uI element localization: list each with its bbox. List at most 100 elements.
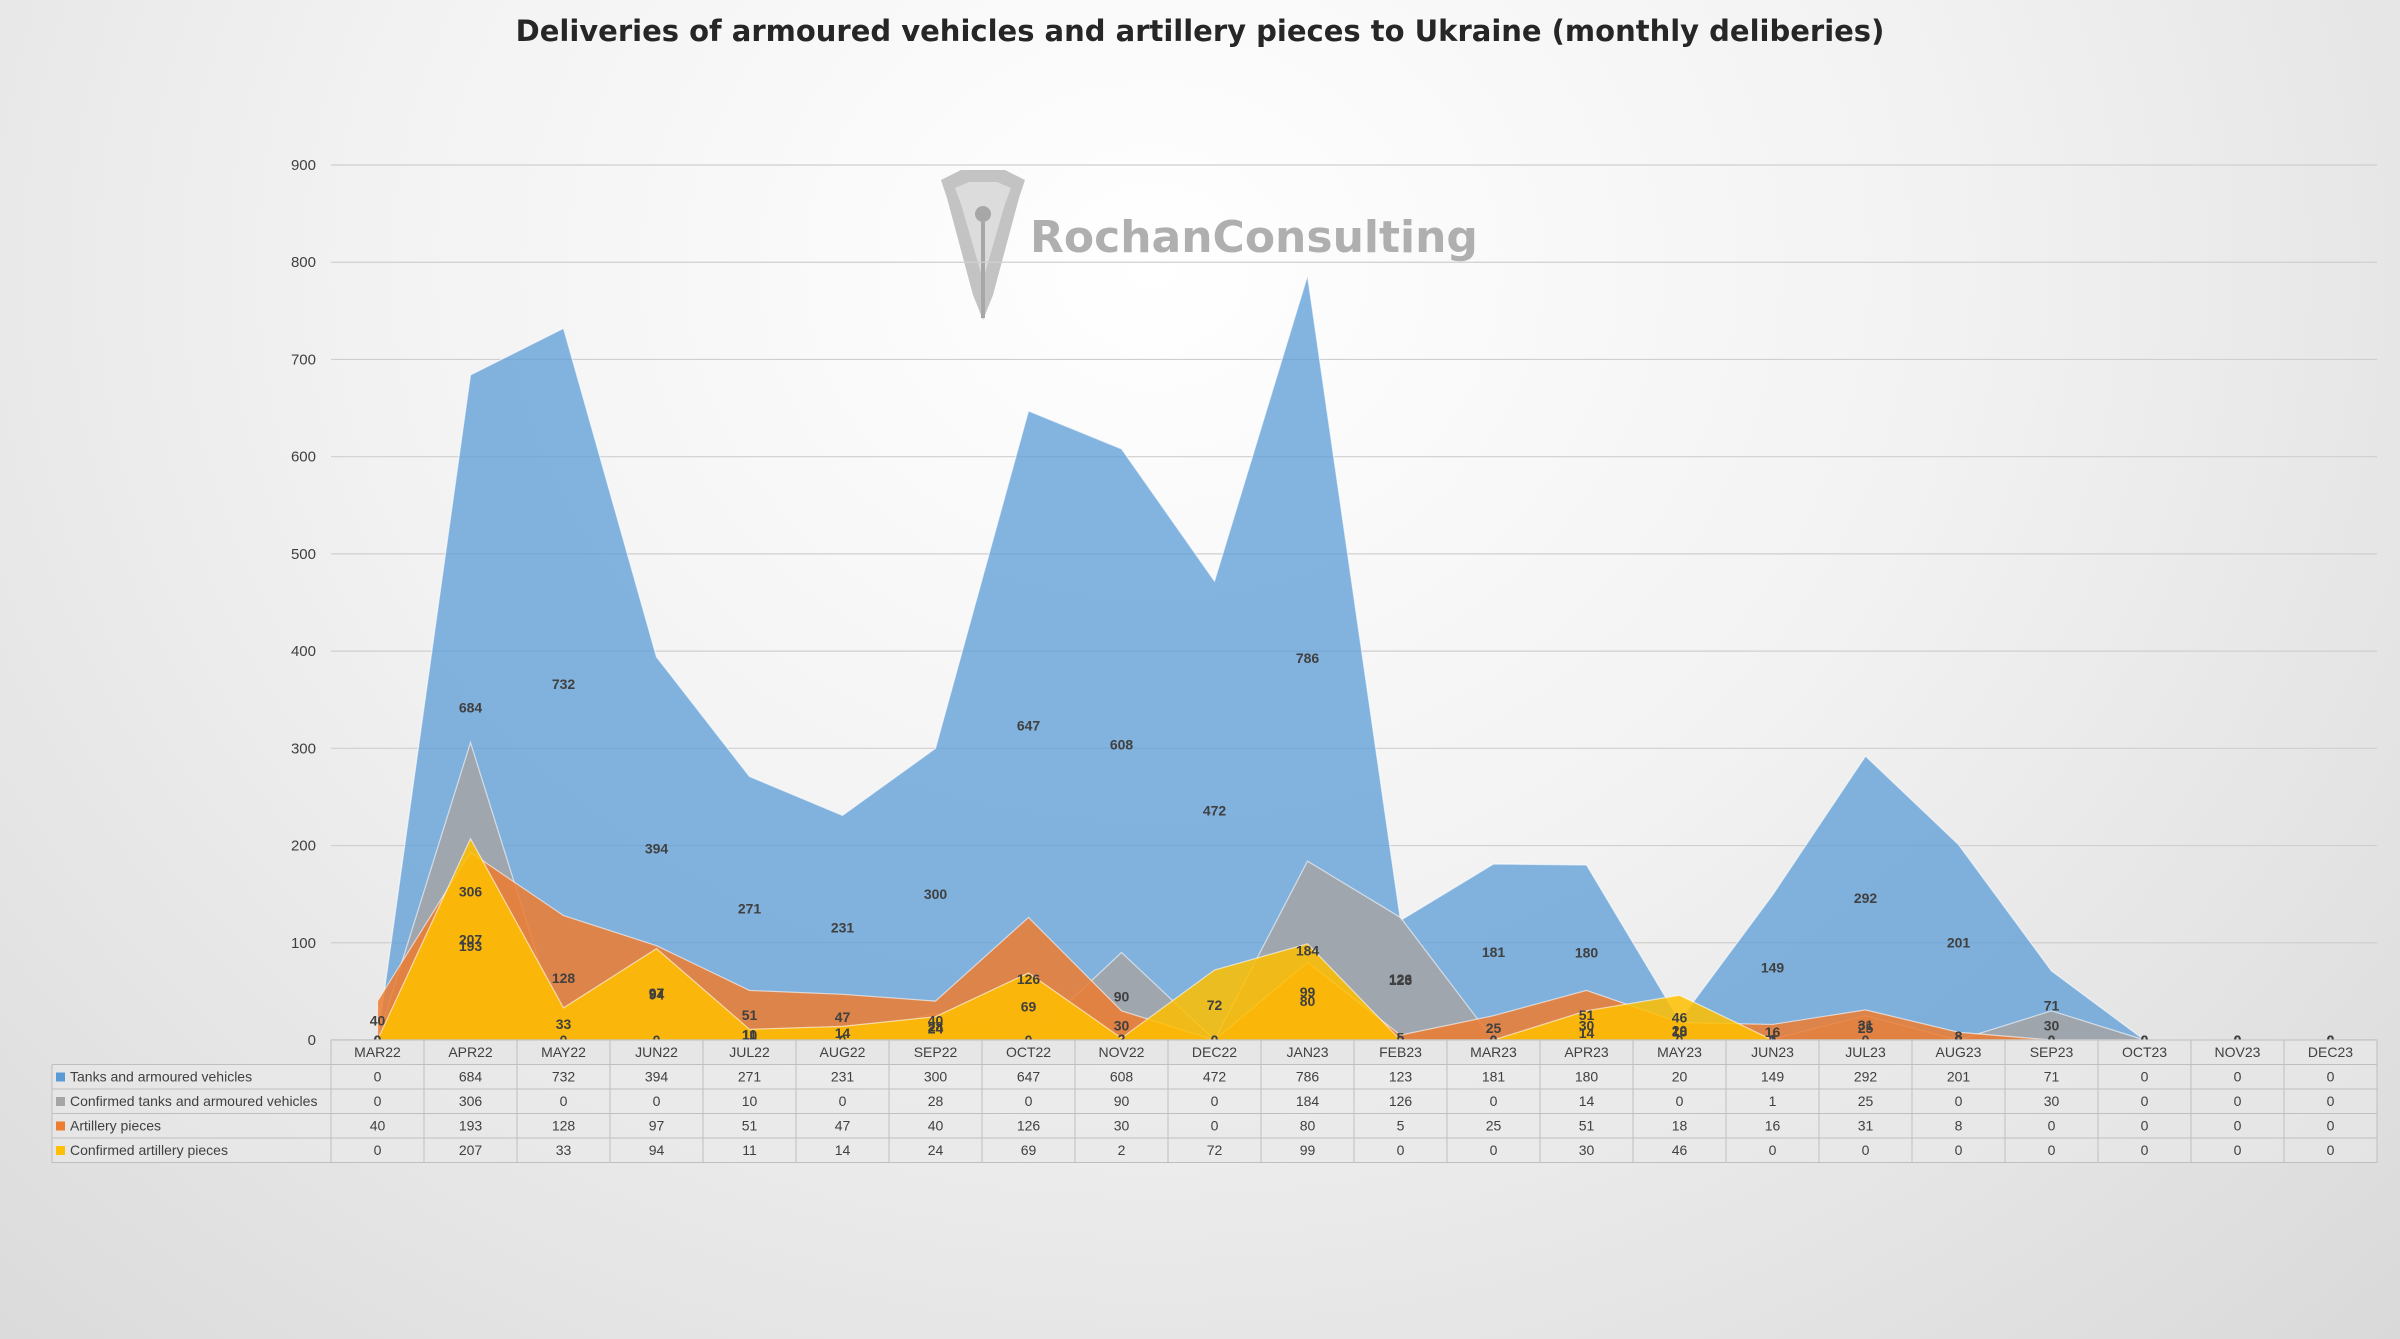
table-cell: 10 xyxy=(742,1093,758,1109)
table-cell: 40 xyxy=(928,1118,944,1134)
data-label: 20 xyxy=(1672,1022,1688,1038)
table-cell: 300 xyxy=(924,1069,948,1085)
table-cell: 732 xyxy=(552,1069,576,1085)
data-label: 149 xyxy=(1761,960,1785,976)
table-cell: 0 xyxy=(2141,1142,2149,1158)
table-cell: 18 xyxy=(1672,1118,1688,1134)
data-label: 126 xyxy=(1389,971,1413,987)
table-cell: 11 xyxy=(742,1142,757,1158)
table-cell: 0 xyxy=(1769,1142,1777,1158)
data-label: 684 xyxy=(459,700,483,716)
table-cell: 126 xyxy=(1389,1093,1413,1109)
data-label: 292 xyxy=(1854,890,1878,906)
table-cell: 30 xyxy=(1114,1118,1130,1134)
x-tick-label: OCT23 xyxy=(2122,1044,2167,1060)
table-cell: 184 xyxy=(1296,1093,1320,1109)
table-cell: 24 xyxy=(928,1142,944,1158)
data-label: 30 xyxy=(1114,1017,1130,1033)
table-cell: 0 xyxy=(1211,1093,1219,1109)
table-cell: 99 xyxy=(1300,1142,1316,1158)
table-cell: 0 xyxy=(1025,1093,1033,1109)
table-cell: 0 xyxy=(1862,1142,1870,1158)
data-label: 306 xyxy=(459,883,483,899)
data-label: 31 xyxy=(1858,1017,1874,1033)
table-cell: 30 xyxy=(2044,1093,2060,1109)
x-tick-label: MAR23 xyxy=(1470,1044,1517,1060)
table-cell: 80 xyxy=(1300,1118,1316,1134)
table-cell: 181 xyxy=(1482,1069,1506,1085)
x-tick-label: AUG23 xyxy=(1936,1044,1982,1060)
table-cell: 0 xyxy=(2327,1093,2335,1109)
data-label: 71 xyxy=(2044,997,2060,1013)
table-cell: 0 xyxy=(2327,1142,2335,1158)
table-cell: 149 xyxy=(1761,1069,1785,1085)
table-cell: 180 xyxy=(1575,1069,1599,1085)
data-label: 14 xyxy=(1579,1025,1595,1041)
table-cell: 71 xyxy=(2044,1069,2060,1085)
data-label: 207 xyxy=(459,931,483,947)
table-cell: 0 xyxy=(1490,1142,1498,1158)
y-tick-label: 0 xyxy=(308,1032,316,1049)
data-label: 47 xyxy=(835,1009,851,1025)
data-label: 99 xyxy=(1300,984,1316,1000)
table-cell: 14 xyxy=(1579,1093,1595,1109)
x-tick-label: FEB23 xyxy=(1379,1044,1422,1060)
table-cell: 394 xyxy=(645,1069,669,1085)
table-cell: 0 xyxy=(1211,1118,1219,1134)
legend-key xyxy=(56,1097,65,1106)
legend-key xyxy=(56,1072,65,1082)
data-label: 24 xyxy=(928,1020,944,1036)
data-label: 51 xyxy=(1579,1007,1595,1023)
table-cell: 51 xyxy=(1579,1118,1595,1134)
y-tick-label: 200 xyxy=(291,838,316,855)
table-cell: 90 xyxy=(1114,1093,1130,1109)
table-cell: 94 xyxy=(649,1142,665,1158)
table-cell: 33 xyxy=(556,1142,572,1158)
data-label: 201 xyxy=(1947,934,1971,950)
data-label: 30 xyxy=(1579,1017,1595,1033)
y-tick-label: 400 xyxy=(291,643,316,660)
x-tick-label: MAR22 xyxy=(354,1044,401,1060)
table-cell: 16 xyxy=(1765,1118,1781,1134)
y-tick-label: 600 xyxy=(291,449,316,466)
legend-key xyxy=(56,1121,65,1131)
table-cell: 0 xyxy=(1397,1142,1405,1158)
data-label: 11 xyxy=(742,1027,757,1043)
data-label: 69 xyxy=(1021,998,1037,1014)
y-tick-label: 300 xyxy=(291,740,316,757)
table-cell: 1 xyxy=(1769,1093,1777,1109)
table-cell: 0 xyxy=(2234,1069,2242,1085)
y-tick-label: 700 xyxy=(291,351,316,368)
table-cell: 47 xyxy=(835,1118,851,1134)
data-label: 51 xyxy=(742,1007,758,1023)
table-cell: 0 xyxy=(1955,1093,1963,1109)
y-tick-label: 900 xyxy=(291,157,316,174)
table-cell: 0 xyxy=(2327,1118,2335,1134)
x-tick-label: NOV23 xyxy=(2215,1044,2261,1060)
data-label: 271 xyxy=(738,900,762,916)
table-cell: 97 xyxy=(649,1118,665,1134)
data-label: 184 xyxy=(1296,943,1320,959)
data-label: 180 xyxy=(1575,945,1599,961)
legend-label: Tanks and armoured vehicles xyxy=(70,1069,252,1085)
rochan-crest-icon xyxy=(941,170,1025,320)
x-tick-label: MAY23 xyxy=(1657,1044,1702,1060)
x-tick-label: AUG22 xyxy=(820,1044,866,1060)
table-cell: 5 xyxy=(1397,1118,1405,1134)
table-cell: 306 xyxy=(459,1093,483,1109)
data-label: 786 xyxy=(1296,650,1320,666)
table-cell: 0 xyxy=(2141,1093,2149,1109)
legend-key xyxy=(56,1146,65,1155)
data-label: 97 xyxy=(649,985,665,1001)
y-tick-label: 500 xyxy=(291,546,316,563)
table-cell: 0 xyxy=(374,1142,382,1158)
table-cell: 647 xyxy=(1017,1069,1041,1085)
data-label: 72 xyxy=(1207,997,1223,1013)
x-tick-label: DEC23 xyxy=(2308,1044,2353,1060)
legend-label: Confirmed artillery pieces xyxy=(70,1142,228,1158)
table-cell: 193 xyxy=(459,1118,483,1134)
data-label: 300 xyxy=(924,886,948,902)
table-cell: 40 xyxy=(370,1118,386,1134)
table-cell: 292 xyxy=(1854,1069,1878,1085)
x-tick-label: JAN23 xyxy=(1286,1044,1328,1060)
